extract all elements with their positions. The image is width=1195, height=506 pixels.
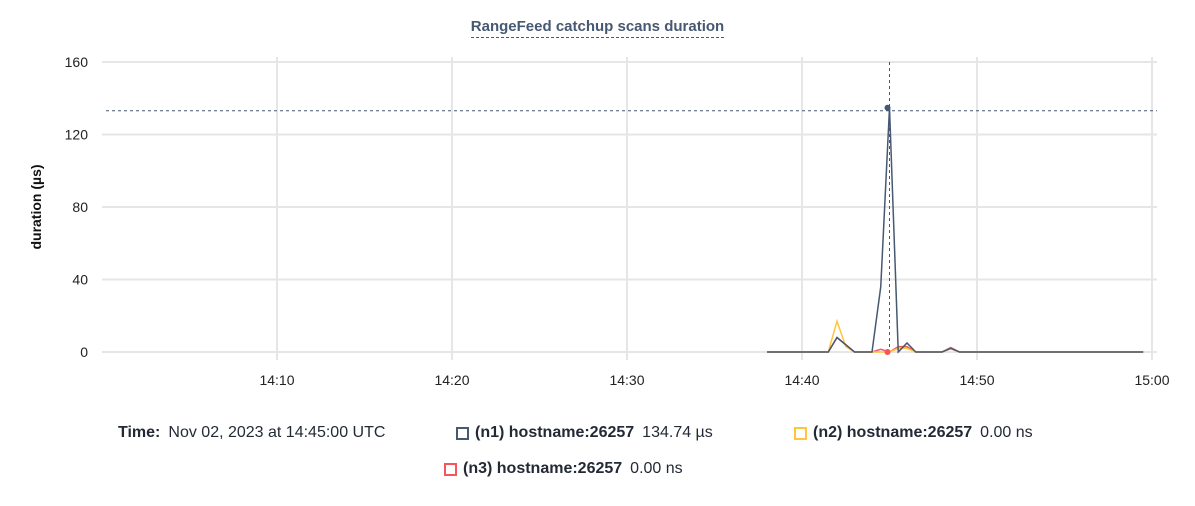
y-axis-label: duration (µs) — [28, 164, 44, 249]
y-tick-label: 40 — [72, 272, 88, 288]
x-tick-label: 14:10 — [259, 372, 294, 388]
line-chart[interactable]: 0 40 80 120 160 14:10 14:20 14:30 14:40 14:50 15:0… — [0, 0, 1195, 410]
y-tick-label: 0 — [80, 344, 88, 360]
x-tick-label: 14:40 — [784, 372, 819, 388]
series-line-1 — [767, 107, 1144, 354]
series-line-2 — [767, 318, 1144, 353]
legend-swatch-n2 — [794, 426, 807, 440]
y-tick-label: 120 — [65, 127, 89, 143]
x-tick-label: 15:00 — [1134, 372, 1169, 388]
legend-swatch-n3 — [444, 462, 457, 476]
hover-point-n1 — [884, 104, 891, 111]
y-tick-label: 80 — [72, 199, 88, 215]
chart-title: RangeFeed catchup scans duration — [0, 18, 1195, 38]
x-tick-label: 14:30 — [609, 372, 644, 388]
legend-time: Time: Nov 02, 2023 at 14:45:00 UTC — [118, 424, 386, 441]
hover-point-n3 — [884, 349, 891, 355]
legend-swatch-n1 — [456, 426, 469, 440]
legend-item-n1[interactable]: (n1) hostname:26257 134.74 µs — [456, 424, 721, 442]
y-tick-label: 160 — [65, 54, 89, 70]
legend-item-n2[interactable]: (n2) hostname:26257 0.00 ns — [794, 424, 1041, 442]
legend-item-n3[interactable]: (n3) hostname:26257 0.00 ns — [444, 460, 691, 478]
x-tick-label: 14:20 — [434, 372, 469, 388]
x-tick-label: 14:50 — [959, 372, 994, 388]
